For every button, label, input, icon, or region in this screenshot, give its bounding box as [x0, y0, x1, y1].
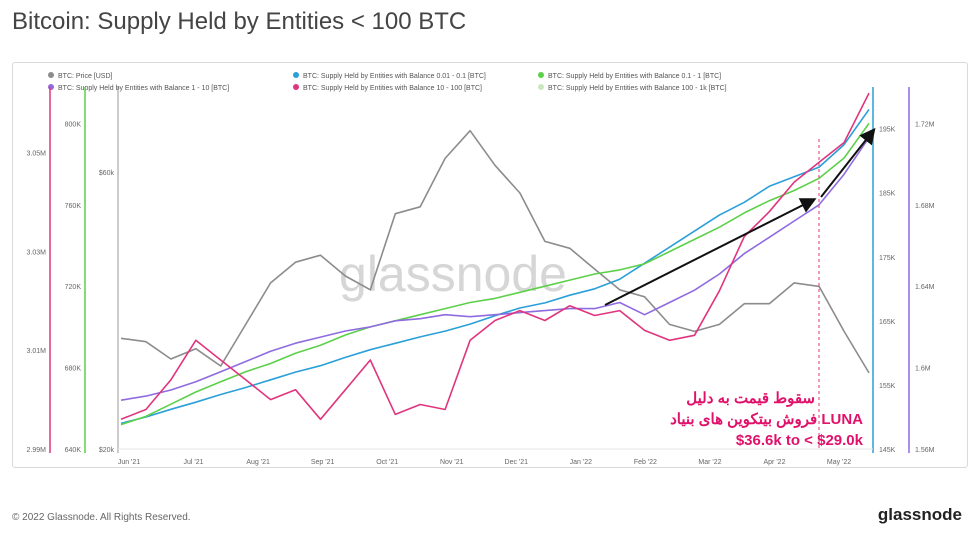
watermark: glassnode — [339, 246, 567, 302]
tick-label-10-100: 3.05M — [27, 150, 47, 157]
legend-marker — [538, 84, 544, 90]
legend-label[interactable]: BTC: Price [USD] — [58, 73, 113, 80]
trend-arrow-2 — [820, 127, 876, 198]
trend-arrow-1 — [604, 198, 817, 306]
tick-label-price: $60k — [99, 170, 115, 177]
tick-label-0-1-1: 680K — [65, 366, 82, 373]
series-line — [120, 108, 870, 425]
legend-label[interactable]: BTC: Supply Held by Entities with Balanc… — [303, 85, 482, 92]
tick-label-001-01: 155K — [879, 383, 896, 390]
legend-marker — [48, 84, 54, 90]
legend-label[interactable]: BTC: Supply Held by Entities with Balanc… — [303, 73, 486, 80]
tick-label-1-10: 1.6M — [915, 366, 931, 373]
x-tick-label: Feb '22 — [634, 459, 657, 466]
tick-label-price: $20k — [99, 447, 115, 454]
tick-label-0-1-1: 760K — [65, 203, 82, 210]
series-lines — [120, 92, 870, 426]
x-tick-label: Nov '21 — [440, 459, 464, 466]
x-tick-label: Jan '22 — [570, 459, 592, 466]
tick-label-0-1-1: 800K — [65, 121, 82, 128]
x-tick-label: Sep '21 — [311, 459, 335, 466]
page-title: Bitcoin: Supply Held by Entities < 100 B… — [12, 8, 467, 35]
tick-label-1-10: 1.72M — [915, 121, 935, 128]
x-tick-label: Mar '22 — [698, 459, 721, 466]
tick-label-001-01: 185K — [879, 191, 896, 198]
chart-legend: BTC: Price [USD] BTC: Supply Held by Enti… — [48, 72, 727, 92]
legend-label[interactable]: BTC: Supply Held by Entities with Balanc… — [548, 73, 721, 80]
tick-label-001-01: 165K — [879, 319, 896, 326]
tick-label-1-10: 1.56M — [915, 447, 935, 454]
x-tick-label: Jun '21 — [118, 459, 140, 466]
copyright-text: © 2022 Glassnode. All Rights Reserved. — [12, 512, 191, 523]
series-line — [120, 129, 870, 374]
tick-label-1-10: 1.64M — [915, 284, 935, 291]
tick-label-001-01: 195K — [879, 127, 896, 134]
x-tick-label: Jul '21 — [184, 459, 204, 466]
legend-marker — [293, 84, 299, 90]
x-tick-label: Dec '21 — [505, 459, 529, 466]
tick-label-0-1-1: 720K — [65, 284, 82, 291]
annotation-line-1: سقوط قیمت به دلیل — [686, 390, 815, 407]
annotation-line-3: $36.6k to < $29.0k — [736, 432, 864, 449]
legend-marker — [538, 72, 544, 78]
legend-label[interactable]: BTC: Supply Held by Entities with Balanc… — [58, 85, 229, 92]
x-tick-label: May '22 — [827, 459, 851, 466]
tick-label-10-100: 2.99M — [27, 447, 47, 454]
tick-label-001-01: 145K — [879, 447, 896, 454]
series-line — [120, 137, 870, 401]
chart-panel: BTC: Price [USD] BTC: Supply Held by Enti… — [12, 62, 968, 468]
x-tick-label: Apr '22 — [764, 459, 786, 466]
glassnode-logo: glassnode — [877, 505, 962, 524]
x-tick-label: Aug '21 — [246, 459, 270, 466]
x-tick-label: Oct '21 — [376, 459, 398, 466]
tick-label-001-01: 175K — [879, 255, 896, 262]
legend-marker — [293, 72, 299, 78]
legend-marker — [48, 72, 54, 78]
series-line — [120, 122, 870, 426]
tick-label-1-10: 1.68M — [915, 203, 935, 210]
legend-label[interactable]: BTC: Supply Held by Entities with Balanc… — [548, 85, 727, 92]
tick-label-10-100: 3.03M — [27, 249, 47, 256]
tick-label-10-100: 3.01M — [27, 348, 47, 355]
chart-svg: BTC: Price [USD] BTC: Supply Held by Enti… — [27, 72, 935, 466]
tick-label-0-1-1: 640K — [65, 447, 82, 454]
annotation-line-2: فروش بیتکوین های بنیاد LUNA — [670, 411, 863, 428]
axis-ticks: 2.99M 3.01M 3.03M 3.05M 640K 680K 720K 760K 800K… — [27, 121, 935, 466]
series-line — [120, 92, 870, 421]
